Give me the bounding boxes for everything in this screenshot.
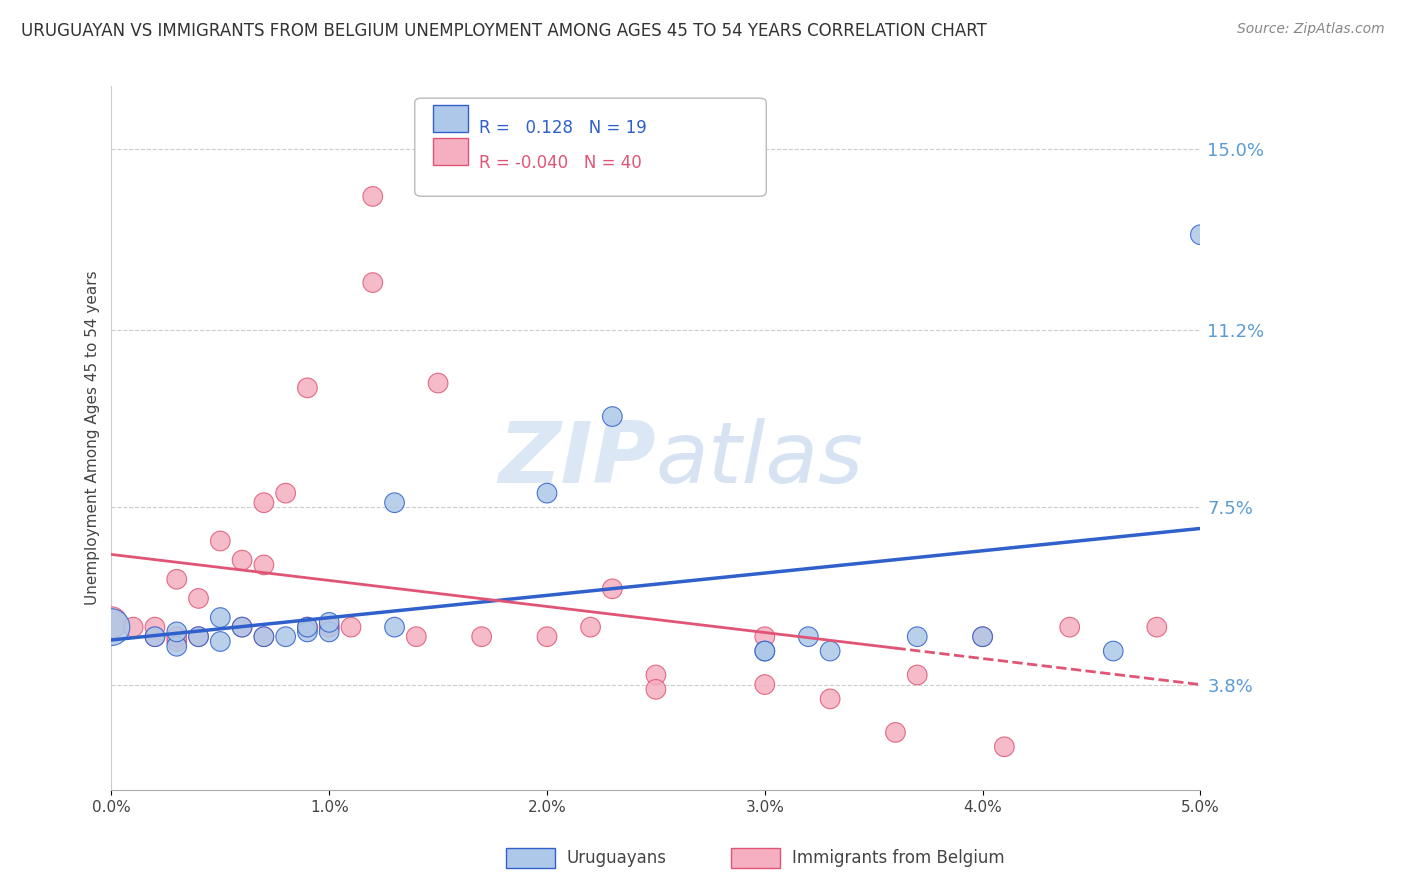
Point — [209, 610, 232, 624]
Point — [384, 620, 406, 634]
Point — [818, 692, 841, 706]
Point — [187, 630, 209, 644]
Point — [166, 572, 188, 586]
Point — [122, 620, 145, 634]
Point — [318, 624, 340, 639]
Point — [231, 553, 253, 567]
Point — [884, 725, 907, 739]
Point — [100, 615, 122, 630]
Point — [645, 682, 668, 697]
Point — [297, 620, 319, 634]
Point — [818, 644, 841, 658]
Point — [253, 630, 276, 644]
Point — [754, 644, 776, 658]
Text: Immigrants from Belgium: Immigrants from Belgium — [792, 849, 1004, 867]
Point — [471, 630, 494, 644]
Point — [602, 409, 624, 424]
Point — [579, 620, 602, 634]
Point — [318, 620, 340, 634]
Point — [972, 630, 994, 644]
Point — [797, 630, 820, 644]
Text: Source: ZipAtlas.com: Source: ZipAtlas.com — [1237, 22, 1385, 37]
Point — [361, 189, 384, 203]
Point — [1059, 620, 1081, 634]
Point — [318, 620, 340, 634]
Point — [143, 630, 166, 644]
Point — [166, 624, 188, 639]
Text: ZIP: ZIP — [498, 417, 657, 500]
Point — [384, 496, 406, 510]
Point — [754, 677, 776, 691]
Point — [166, 634, 188, 648]
Point — [536, 630, 558, 644]
Text: URUGUAYAN VS IMMIGRANTS FROM BELGIUM UNEMPLOYMENT AMONG AGES 45 TO 54 YEARS CORR: URUGUAYAN VS IMMIGRANTS FROM BELGIUM UNE… — [21, 22, 987, 40]
Point — [143, 620, 166, 634]
Point — [602, 582, 624, 596]
Point — [405, 630, 427, 644]
Point — [166, 640, 188, 654]
Point — [993, 739, 1015, 754]
Text: R =   0.128   N = 19: R = 0.128 N = 19 — [479, 119, 647, 136]
Point — [754, 630, 776, 644]
Y-axis label: Unemployment Among Ages 45 to 54 years: Unemployment Among Ages 45 to 54 years — [86, 271, 100, 606]
Point — [297, 381, 319, 395]
Point — [253, 558, 276, 572]
Point — [253, 496, 276, 510]
Point — [905, 668, 928, 682]
Point — [754, 644, 776, 658]
Point — [209, 634, 232, 648]
Point — [187, 591, 209, 606]
Text: atlas: atlas — [657, 417, 863, 500]
Point — [340, 620, 363, 634]
Point — [274, 630, 297, 644]
Point — [536, 486, 558, 500]
Point — [645, 668, 668, 682]
Point — [187, 630, 209, 644]
Text: R = -0.040   N = 40: R = -0.040 N = 40 — [479, 154, 643, 172]
Point — [143, 630, 166, 644]
Point — [231, 620, 253, 634]
Text: Uruguayans: Uruguayans — [567, 849, 666, 867]
Point — [318, 615, 340, 630]
Point — [297, 624, 319, 639]
Point — [231, 620, 253, 634]
Point — [905, 630, 928, 644]
Point — [297, 620, 319, 634]
Point — [274, 486, 297, 500]
Point — [1189, 227, 1212, 242]
Point — [100, 620, 122, 634]
Point — [427, 376, 450, 390]
Point — [253, 630, 276, 644]
Point — [972, 630, 994, 644]
Point — [361, 276, 384, 290]
Point — [1146, 620, 1168, 634]
Point — [209, 533, 232, 548]
Point — [1102, 644, 1125, 658]
Point — [166, 630, 188, 644]
